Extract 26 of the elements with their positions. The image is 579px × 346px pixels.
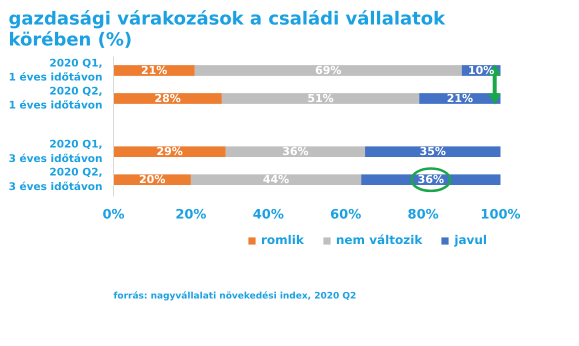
text: 36% bbox=[282, 145, 309, 158]
y-tick-label: 2020 Q1, 1 éves időtávon bbox=[8, 57, 103, 84]
x-tick-label: 80% bbox=[408, 208, 439, 222]
legend-label: nem változik bbox=[336, 233, 422, 247]
text: 44% bbox=[262, 173, 290, 186]
x-tick-label: 60% bbox=[330, 208, 362, 222]
x-tick-label: 100% bbox=[480, 208, 521, 222]
text: 35% bbox=[420, 145, 446, 158]
x-tick-label: 40% bbox=[252, 208, 284, 222]
x-tick-label: 0% bbox=[102, 208, 125, 222]
legend-label: romlik bbox=[261, 233, 304, 247]
text: 20% bbox=[139, 173, 166, 186]
text: 29% bbox=[156, 145, 183, 158]
chart-title: gazdasági várakozások a családi vállalatok körében (%) bbox=[8, 8, 446, 50]
text: 51% bbox=[307, 92, 334, 105]
y-tick-label: 2020 Q1, 3 éves időtávon bbox=[8, 138, 103, 165]
text: 21% bbox=[446, 92, 474, 105]
x-tick-label: 20% bbox=[175, 208, 206, 222]
text: 69% bbox=[315, 64, 342, 77]
text: 36% bbox=[418, 173, 444, 186]
y-tick-label: 2020 Q2, 3 éves időtávon bbox=[8, 166, 103, 193]
text: 21% bbox=[140, 64, 168, 77]
text: forrás: nagyvállalati növekedési index, 2020 Q2 bbox=[114, 290, 356, 302]
text: 28% bbox=[154, 92, 181, 105]
y-tick-label: 2020 Q2, 1 éves időtávon bbox=[8, 85, 103, 112]
legend-label: javul bbox=[454, 233, 488, 247]
